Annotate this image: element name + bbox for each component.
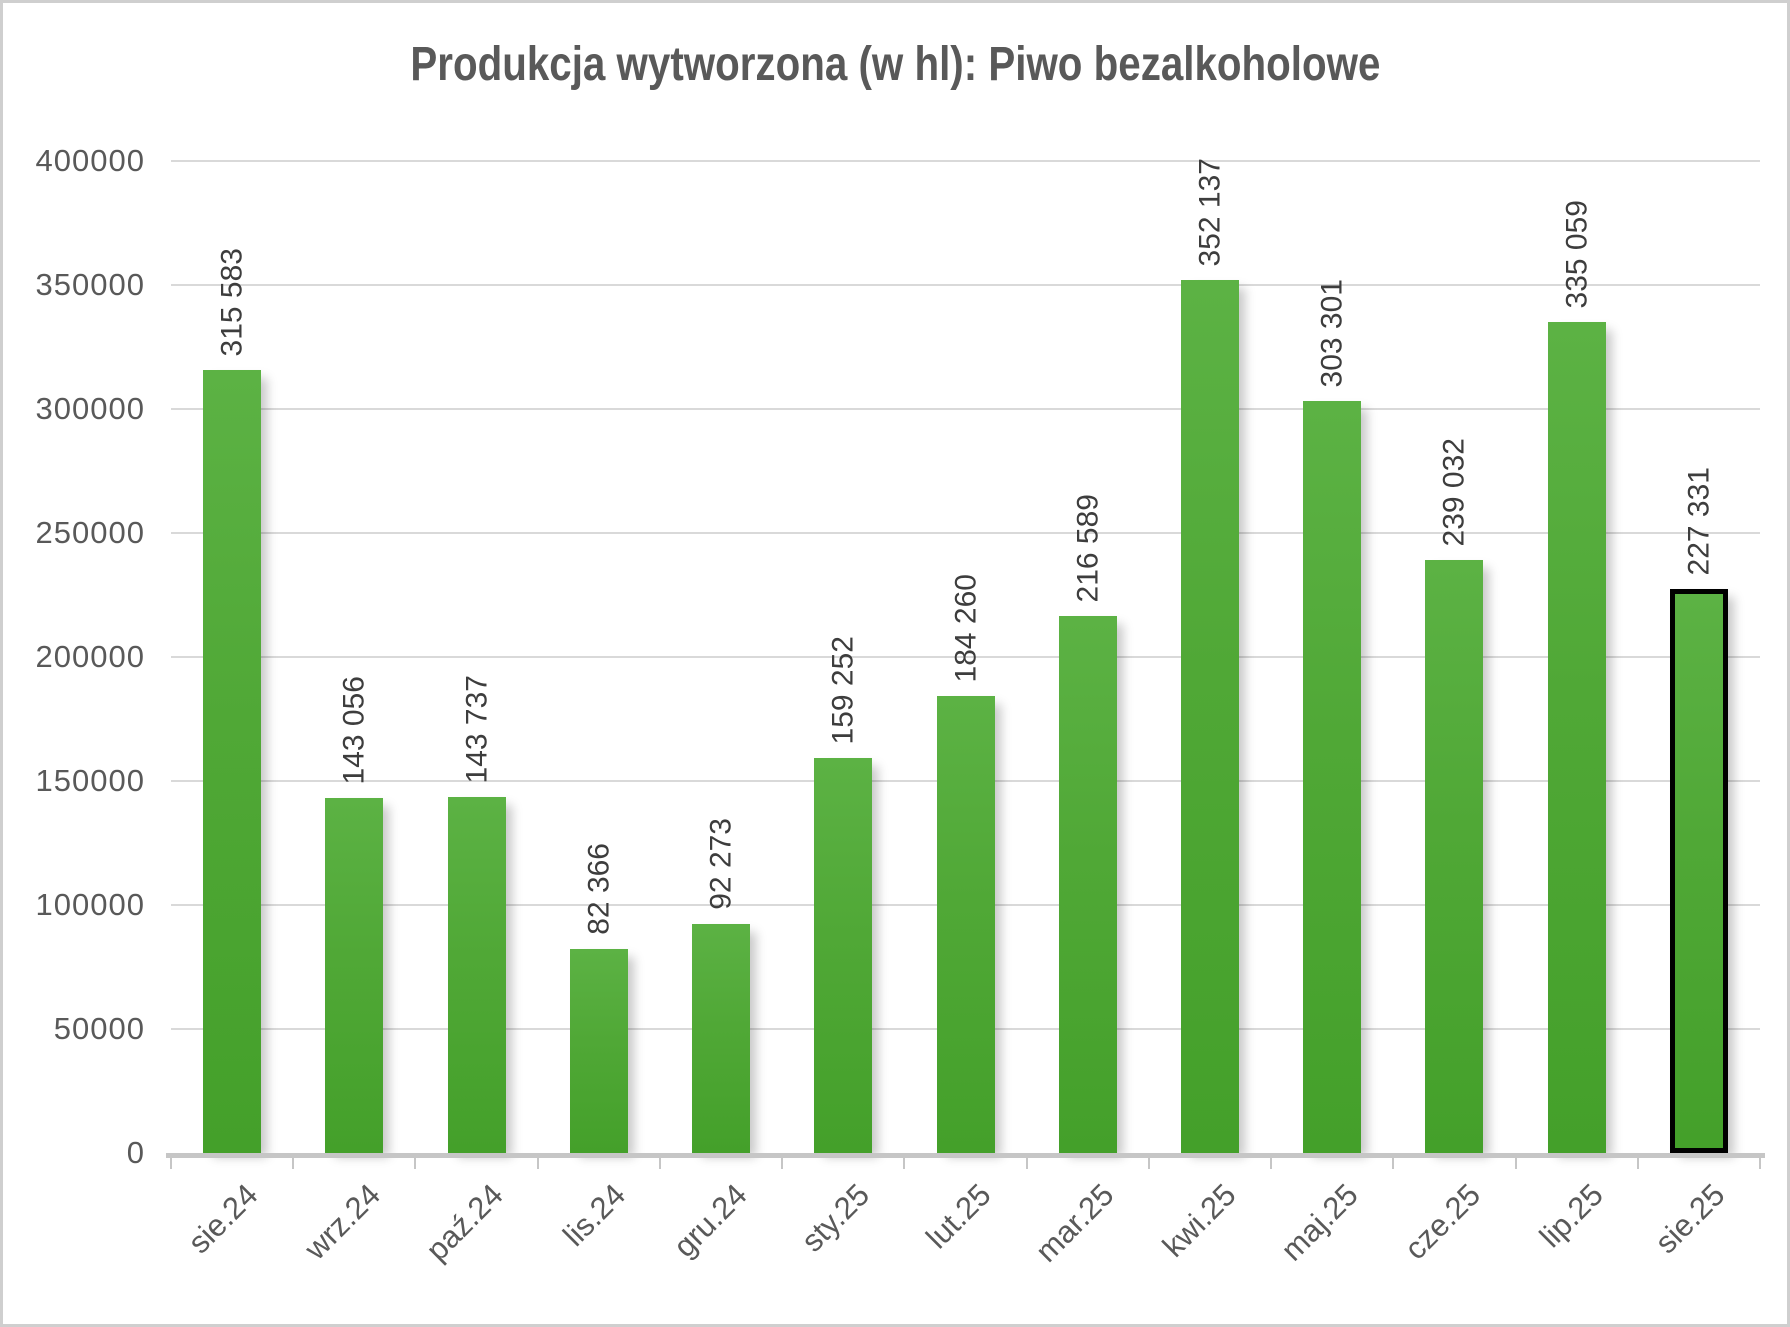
y-tick-label: 250000	[35, 515, 145, 550]
gridline	[171, 160, 1760, 162]
bar-maj.25[interactable]	[1303, 401, 1361, 1153]
x-tick-label-sty.25: sty.25	[794, 1177, 876, 1259]
y-tick-label: 200000	[35, 639, 145, 674]
x-axis-tick	[1148, 1153, 1150, 1169]
bar-value-label-sie.25: 227 331	[1682, 466, 1716, 575]
x-axis-tick	[1637, 1153, 1639, 1169]
x-axis-tick	[1026, 1153, 1028, 1169]
gridline	[171, 408, 1760, 410]
bar-kwi.25[interactable]	[1181, 280, 1239, 1153]
chart-title-text: Produkcja wytworzona (w hl): Piwo bezalk…	[409, 38, 1381, 91]
bar-value-label-lis.24: 82 366	[582, 843, 616, 935]
bar-wrz.24[interactable]	[325, 798, 383, 1153]
gridline	[171, 656, 1760, 658]
bar-mar.25[interactable]	[1059, 616, 1117, 1153]
x-tick-label-sie.25: sie.25	[1648, 1177, 1732, 1261]
x-axis-tick	[414, 1153, 416, 1169]
y-tick-label: 350000	[35, 267, 145, 302]
x-axis-tick	[781, 1153, 783, 1169]
x-axis-tick	[1759, 1153, 1761, 1169]
bar-lis.24[interactable]	[570, 949, 628, 1153]
x-axis-tick	[170, 1153, 172, 1169]
bar-lip.25[interactable]	[1548, 322, 1606, 1153]
x-axis-tick	[537, 1153, 539, 1169]
x-tick-label-lis.24: lis.24	[555, 1177, 632, 1253]
x-tick-label-wrz.24: wrz.24	[297, 1177, 387, 1267]
bar-value-label-cze.25: 239 032	[1437, 437, 1471, 546]
bar-lut.25[interactable]	[937, 696, 995, 1153]
x-tick-label-mar.25: mar.25	[1028, 1177, 1121, 1269]
x-axis-tick	[1392, 1153, 1394, 1169]
bar-value-label-gru.24: 92 273	[704, 818, 738, 910]
bar-value-label-wrz.24: 143 056	[337, 675, 371, 784]
x-tick-label-maj.25: maj.25	[1274, 1177, 1365, 1268]
y-tick-label: 150000	[35, 763, 145, 798]
x-tick-label-lip.25: lip.25	[1532, 1177, 1610, 1255]
bar-value-label-sie.24: 315 583	[215, 247, 249, 356]
x-axis-line	[166, 1153, 1765, 1158]
x-axis-tick	[903, 1153, 905, 1169]
bar-value-label-kwi.25: 352 137	[1193, 157, 1227, 266]
x-axis-tick	[1515, 1153, 1517, 1169]
bar-sty.25[interactable]	[814, 758, 872, 1153]
y-tick-label: 0	[126, 1135, 145, 1170]
gridline	[171, 532, 1760, 534]
x-axis-tick	[292, 1153, 294, 1169]
y-tick-label: 50000	[53, 1011, 145, 1046]
bar-value-label-mar.25: 216 589	[1071, 493, 1105, 602]
bar-value-label-lip.25: 335 059	[1560, 199, 1594, 308]
bar-gru.24[interactable]	[692, 924, 750, 1153]
y-tick-label: 400000	[35, 143, 145, 178]
bar-sie.24[interactable]	[203, 370, 261, 1153]
x-tick-label-kwi.25: kwi.25	[1155, 1177, 1243, 1264]
highlighted-bar-sie.25[interactable]	[1670, 589, 1728, 1153]
x-tick-label-gru.24: gru.24	[666, 1177, 754, 1264]
y-tick-label: 100000	[35, 887, 145, 922]
chart-title: Produkcja wytworzona (w hl): Piwo bezalk…	[3, 37, 1787, 92]
bar-value-label-paź.24: 143 737	[460, 674, 494, 783]
plot-area: 315 583 143 056 143 737 82 366 92 273 159 252…	[171, 157, 1760, 1153]
bar-value-label-lut.25: 184 260	[949, 573, 983, 682]
y-tick-label: 300000	[35, 391, 145, 426]
x-axis-tick	[659, 1153, 661, 1169]
x-tick-label-paź.24: paź.24	[419, 1177, 510, 1268]
x-tick-label-sie.24: sie.24	[181, 1177, 265, 1261]
bar-value-label-sty.25: 159 252	[826, 635, 860, 744]
bar-paź.24[interactable]	[448, 797, 506, 1153]
bar-value-label-maj.25: 303 301	[1315, 278, 1349, 387]
bar-cze.25[interactable]	[1425, 560, 1483, 1153]
x-tick-label-cze.25: cze.25	[1397, 1177, 1487, 1267]
gridline	[171, 284, 1760, 286]
x-axis-tick	[1270, 1153, 1272, 1169]
x-tick-label-lut.25: lut.25	[919, 1177, 998, 1256]
